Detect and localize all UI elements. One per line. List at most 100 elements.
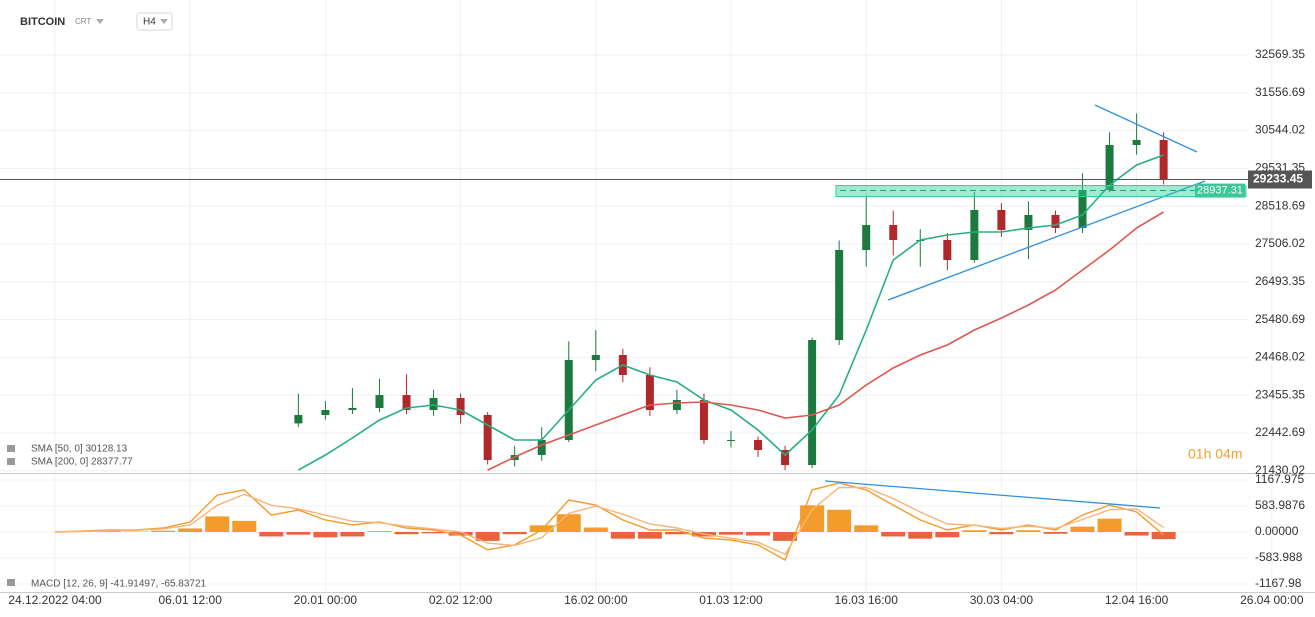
candle-body <box>348 408 357 410</box>
y-tick-label: 25480.69 <box>1255 312 1305 326</box>
candle-body <box>997 209 1006 230</box>
macd-histogram-bar <box>962 530 987 532</box>
y-tick-label: 1167.975 <box>1255 472 1304 486</box>
candle-body <box>429 398 438 410</box>
legend-icon[interactable] <box>7 458 15 465</box>
macd-histogram-bar <box>1016 530 1041 532</box>
y-tick-label: 32569.35 <box>1255 47 1305 61</box>
macd-histogram-bar <box>1070 526 1095 532</box>
macd-histogram-bar <box>97 531 122 532</box>
macd-histogram-bar <box>935 531 960 538</box>
macd-histogram-bar <box>773 531 798 541</box>
macd-histogram-bar <box>259 531 284 537</box>
zone-label: 28937.31 <box>1197 184 1243 196</box>
macd-histogram-bar <box>205 516 230 532</box>
candle-body <box>889 224 898 240</box>
trend-line <box>824 480 1161 509</box>
sma-line <box>487 211 1165 471</box>
macd-histogram-bar <box>1151 531 1176 540</box>
macd-histogram-bar <box>719 531 743 535</box>
dropdown-caret[interactable] <box>96 19 104 24</box>
macd-histogram-bar <box>286 531 311 535</box>
macd-histogram-bar <box>854 525 879 532</box>
candle-body <box>537 440 546 456</box>
macd-histogram-bar <box>502 531 527 535</box>
macd-histogram-bar <box>637 531 662 539</box>
macd-histogram-bar <box>313 531 338 538</box>
candle-body <box>808 339 817 466</box>
macd-histogram-bar <box>908 531 933 539</box>
x-tick-label: 01.03 12:00 <box>699 593 763 607</box>
x-tick-label: 30.03 04:00 <box>970 593 1034 607</box>
macd-histogram-bar <box>583 527 608 532</box>
x-tick-label: 26.04 00:00 <box>1240 593 1304 607</box>
macd-histogram-bar <box>827 509 852 532</box>
candle-body <box>1024 214 1033 230</box>
macd-histogram-bar <box>475 531 500 541</box>
candle-body <box>970 209 979 260</box>
macd-histogram-bar <box>881 531 906 537</box>
y-tick-label: 21430.02 <box>1255 463 1305 477</box>
legend-icon[interactable] <box>7 445 15 452</box>
legend-icon[interactable] <box>7 579 15 586</box>
last-price-bg <box>1248 170 1312 189</box>
candle-body <box>1159 139 1168 180</box>
candle-body <box>402 395 411 410</box>
candle-body <box>294 414 303 424</box>
macd-histogram-bar <box>448 531 473 536</box>
candle-body <box>591 355 600 361</box>
candle-timer: 01h 04m <box>1188 446 1242 462</box>
candle-body <box>645 375 654 410</box>
macd-line <box>54 486 1164 556</box>
macd-histogram-bar <box>529 525 554 532</box>
instrument-name[interactable]: BITCOIN <box>20 16 65 28</box>
x-tick-label: 16.02 00:00 <box>564 593 628 607</box>
candle-body <box>375 395 384 409</box>
y-tick-label: 583.9876 <box>1255 498 1305 512</box>
x-tick-label: 16.03 16:00 <box>834 593 898 607</box>
y-tick-label: 31556.69 <box>1255 85 1305 99</box>
y-tick-label: 24468.02 <box>1255 350 1305 364</box>
candle-body <box>699 400 708 441</box>
candle-body <box>483 414 492 460</box>
y-tick-label: -1167.98 <box>1255 576 1302 590</box>
trend-line <box>887 180 1206 301</box>
candle-body <box>672 400 681 410</box>
x-tick-label: 12.04 16:00 <box>1105 593 1169 607</box>
timeframe[interactable]: H4 <box>143 17 156 28</box>
legend-entry: MACD [12, 26, 9] -41.91497, -65.83721 <box>31 579 207 590</box>
macd-histogram-bar <box>556 514 581 532</box>
x-tick-label: 06.01 12:00 <box>158 593 222 607</box>
macd-histogram-bar <box>178 528 203 532</box>
candle-body <box>1132 139 1141 145</box>
timeframe-select[interactable] <box>136 12 173 31</box>
trend-line <box>1094 104 1198 153</box>
macd-histogram-bar <box>151 530 176 532</box>
candle-body <box>781 450 790 466</box>
macd-histogram-bar <box>664 531 689 535</box>
macd-histogram-bar <box>746 531 771 536</box>
macd-histogram-bar <box>1124 531 1149 536</box>
y-tick-label: -583.988 <box>1255 550 1303 564</box>
instrument-type[interactable]: CRT <box>75 17 91 26</box>
dropdown-caret <box>160 19 168 24</box>
zone-label-bg <box>1195 183 1245 198</box>
candle-body <box>321 409 330 415</box>
macd-histogram-bar <box>394 531 419 535</box>
y-tick-label: 26493.35 <box>1255 274 1305 288</box>
sma-line <box>298 154 1164 471</box>
candle-body <box>835 249 844 340</box>
macd-histogram-bar <box>421 531 446 534</box>
candle-body <box>1078 190 1087 228</box>
legend-entry: SMA [200, 0] 28377.77 <box>31 457 133 468</box>
macd-histogram-bar <box>1043 531 1068 534</box>
candle-body <box>456 398 465 415</box>
candle-body <box>1051 214 1060 228</box>
candle-body <box>754 440 763 451</box>
macd-histogram-bar <box>367 531 392 532</box>
macd-histogram-bar <box>610 531 635 539</box>
legend-entry: SMA [50, 0] 30128.13 <box>31 444 128 455</box>
y-tick-label: 22442.69 <box>1255 425 1305 439</box>
candle-body <box>862 224 871 250</box>
